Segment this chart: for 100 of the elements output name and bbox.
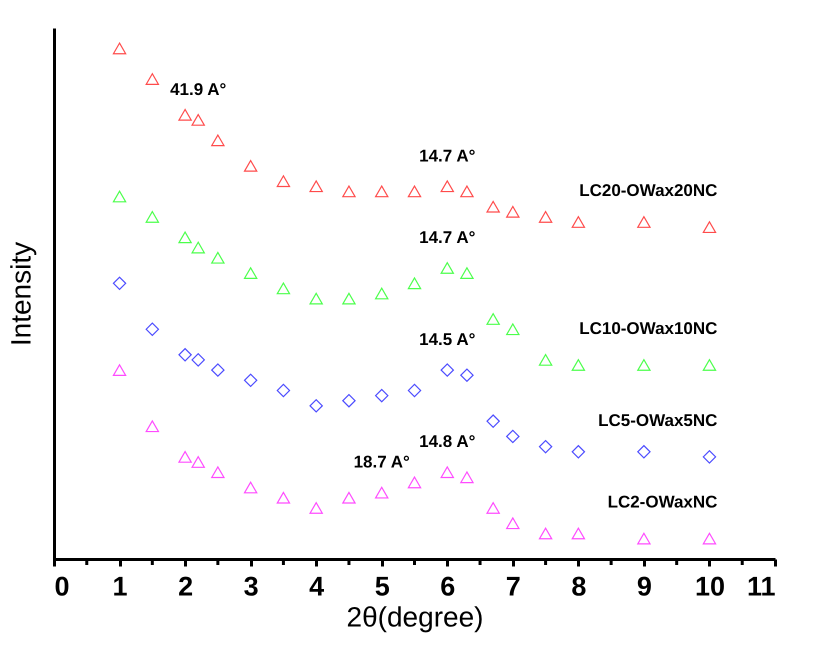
point — [375, 185, 388, 198]
point — [408, 476, 422, 488]
point — [538, 528, 552, 540]
x-axis-title: 2θ(degree) — [346, 602, 484, 632]
point — [486, 502, 500, 514]
point — [572, 359, 586, 371]
point — [211, 252, 225, 264]
annotation: 41.9 A° — [170, 80, 227, 99]
point — [112, 276, 126, 290]
point — [342, 185, 356, 198]
point — [244, 160, 258, 172]
point — [112, 364, 126, 376]
point — [572, 445, 586, 459]
x-tick-label: 1 — [112, 572, 128, 602]
x-tick-label: 2 — [178, 572, 194, 602]
point — [440, 180, 454, 192]
point — [572, 216, 586, 228]
series-label: LC10-OWax10NC — [579, 318, 718, 338]
point — [375, 388, 388, 402]
point — [408, 384, 422, 398]
point — [375, 486, 388, 499]
point — [637, 445, 651, 459]
point — [375, 288, 388, 300]
x-tick-label: 0 — [54, 572, 70, 602]
y-axis-title: Intensity — [6, 242, 36, 346]
point — [460, 368, 474, 382]
point — [276, 282, 290, 294]
point — [506, 323, 520, 336]
x-tick-label: 6 — [440, 572, 456, 602]
point — [178, 450, 192, 463]
annotation: 18.7 A° — [354, 452, 410, 472]
point — [244, 482, 258, 494]
point — [572, 528, 586, 540]
x-tick-label: 8 — [571, 572, 586, 602]
point — [276, 492, 290, 504]
point — [538, 354, 552, 366]
point — [309, 502, 323, 514]
point — [309, 399, 323, 413]
x-tick-label: 4 — [309, 572, 324, 602]
series-label: LC5-OWax5NC — [598, 410, 718, 430]
point — [440, 363, 454, 377]
point — [486, 200, 500, 213]
point — [486, 313, 500, 325]
x-tick-label: 10 — [694, 572, 725, 602]
point — [637, 532, 651, 544]
point — [506, 517, 520, 530]
point — [244, 374, 258, 388]
point — [408, 185, 422, 198]
point — [309, 180, 323, 192]
point — [440, 262, 454, 274]
point — [276, 175, 290, 188]
point — [506, 430, 520, 444]
point — [506, 206, 520, 218]
point — [146, 420, 160, 432]
point — [637, 359, 651, 371]
point — [146, 322, 160, 336]
point — [191, 456, 205, 468]
point — [637, 216, 651, 228]
point — [342, 394, 356, 408]
annotation: 14.5 A° — [419, 330, 476, 350]
point — [211, 134, 225, 146]
point — [460, 471, 474, 484]
point — [342, 292, 356, 305]
point — [408, 277, 422, 290]
annotation: 14.7 A° — [419, 228, 476, 247]
annotation: 14.8 A° — [419, 432, 476, 452]
series-label: LC2-OWaxNC — [608, 492, 718, 512]
series-label: LC20-OWax20NC — [579, 181, 718, 200]
point — [538, 440, 552, 454]
point — [191, 353, 205, 367]
point — [178, 231, 192, 244]
point — [486, 414, 500, 428]
point — [342, 492, 356, 504]
point — [191, 114, 205, 126]
point — [146, 211, 160, 223]
x-tick-label: 11 — [746, 572, 776, 602]
point — [702, 532, 716, 544]
point — [211, 363, 225, 377]
point — [178, 348, 192, 362]
point — [460, 185, 474, 198]
point — [112, 190, 126, 202]
point — [276, 384, 290, 398]
point — [538, 211, 552, 223]
point — [702, 221, 716, 234]
annotation: 14.7 A° — [419, 146, 476, 166]
x-tick-label: 3 — [244, 572, 259, 602]
point — [460, 267, 474, 279]
point — [191, 242, 205, 254]
point — [146, 73, 160, 85]
point — [178, 108, 192, 121]
point — [702, 359, 716, 371]
point — [112, 42, 126, 54]
x-tick-label: 7 — [506, 572, 521, 602]
point — [244, 267, 258, 279]
point — [440, 466, 454, 478]
point — [309, 292, 323, 305]
x-tick-label: 9 — [636, 572, 652, 602]
point — [211, 466, 225, 478]
point — [702, 450, 716, 464]
x-tick-label: 5 — [374, 572, 390, 602]
